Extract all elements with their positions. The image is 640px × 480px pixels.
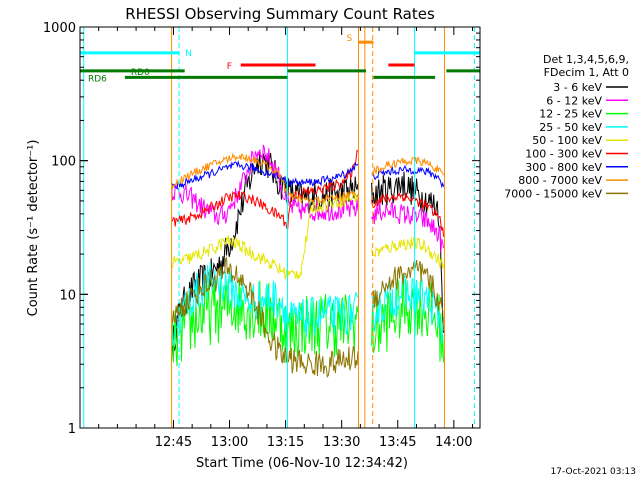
legend-header-line: FDecim 1, Att 0 [544, 66, 629, 79]
series-line-8 [171, 256, 445, 378]
chart-title: RHESSI Observing Summary Count Rates [125, 5, 435, 23]
x-tick-label: 13:00 [211, 435, 248, 450]
x-tick-label: 13:30 [323, 435, 360, 450]
state-bar-label-rd0: RD0 [131, 68, 150, 78]
legend-label-4: 50 - 100 keV [532, 134, 602, 147]
state-bar-label-n: N [185, 49, 192, 59]
x-tick-label: 14:00 [435, 435, 472, 450]
legend-label-1: 6 - 12 keV [546, 94, 602, 107]
series-line-5 [171, 149, 445, 237]
state-bar-label-rd6: RD6 [88, 74, 107, 84]
legend-label-5: 100 - 300 keV [525, 148, 602, 161]
y-tick-label: 1 [68, 422, 76, 437]
legend-label-7: 800 - 7000 keV [518, 174, 602, 187]
legend-label-6: 300 - 800 keV [525, 161, 602, 174]
legend-label-2: 12 - 25 keV [539, 108, 602, 121]
state-bar-label-f: F [227, 62, 232, 72]
series-line-3 [171, 262, 445, 346]
y-tick-label: 1000 [43, 21, 76, 36]
x-tick-label: 13:45 [379, 435, 416, 450]
legend-label-0: 3 - 6 keV [553, 81, 602, 94]
legend-label-3: 25 - 50 keV [539, 121, 602, 134]
plot-area: N F S RD0 RD6 1 10 100 1000 12:45 13:00 13:15 13:30 1… [43, 21, 481, 450]
series-line-6 [171, 159, 445, 192]
y-tick-label: 100 [51, 155, 76, 170]
footer-date: 17-Oct-2021 03:13 [551, 467, 636, 477]
series-line-4 [171, 191, 445, 281]
plot-frame [79, 26, 481, 429]
series-line-0 [171, 152, 445, 361]
x-axis-label: Start Time (06-Nov-10 12:34:42) [196, 456, 408, 471]
x-tick-label: 12:45 [155, 435, 192, 450]
y-axis-label: Count Rate (s⁻¹ detector⁻¹) [26, 140, 41, 317]
x-tick-label: 13:15 [267, 435, 304, 450]
state-bar-label-s: S [347, 34, 353, 44]
legend-header-line: Det 1,3,4,5,6,9, [543, 53, 629, 66]
legend: Det 1,3,4,5,6,9,FDecim 1, Att 0 3 - 6 keV… [504, 53, 629, 200]
series-line-7 [171, 152, 445, 204]
legend-label-8: 7000 - 15000 keV [504, 187, 602, 200]
y-tick-label: 10 [59, 288, 76, 303]
